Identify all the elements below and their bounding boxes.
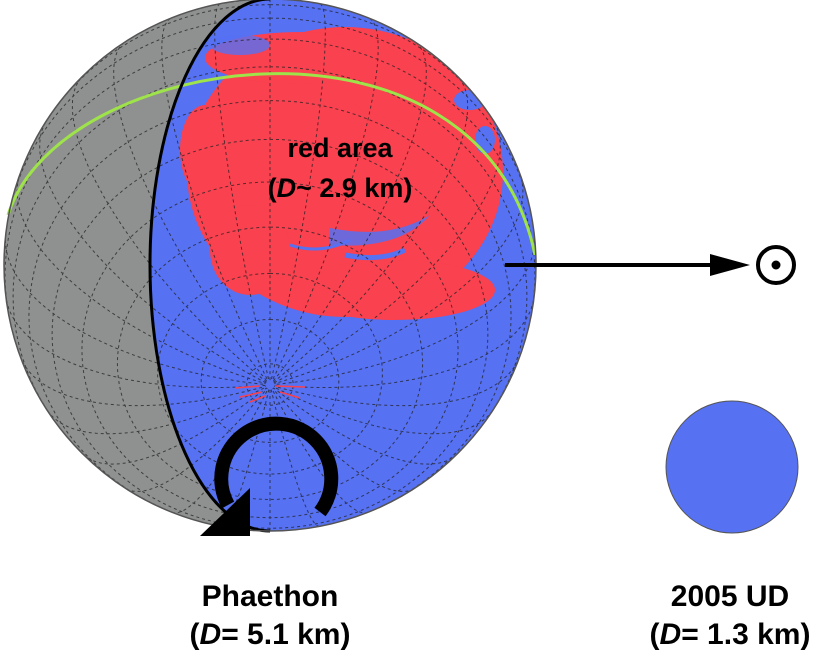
grid-line	[274, 233, 535, 385]
grid-line	[171, 388, 269, 514]
phaethon-label: Phaethon (D= 5.1 km)	[140, 578, 400, 654]
grid-line	[82, 387, 267, 465]
terminator-boundary	[148, 0, 271, 533]
grid-line	[270, 388, 320, 527]
grid-line	[125, 387, 268, 492]
ud2005-name: 2005 UD	[670, 580, 790, 613]
red-area-label: red area (D~ 2.9 km)	[230, 128, 450, 208]
grid-line	[273, 77, 469, 383]
grid-line	[272, 387, 415, 492]
ud2005-diameter: (D= 1.3 km)	[649, 618, 811, 651]
sun-symbol-icon	[756, 245, 796, 285]
grid-line	[19, 356, 266, 407]
grid-line	[5, 233, 266, 385]
grid-line	[270, 3, 326, 382]
grid-line	[274, 300, 534, 388]
grid-line	[4, 38, 536, 313]
grid-line	[16, 177, 266, 385]
globe-night-side	[4, 0, 270, 531]
grid-line	[6, 300, 266, 388]
phaethon-name: Phaethon	[201, 580, 339, 613]
grid-line	[161, 18, 269, 382]
terminator-green-line	[6, 72, 537, 256]
grid-line	[273, 387, 458, 465]
grid-line	[54, 4, 486, 110]
grid-line	[271, 18, 379, 382]
grid-line	[214, 3, 270, 382]
sun-direction-arrow-icon	[505, 254, 750, 276]
red-area-name: red area	[287, 133, 393, 163]
rotation-arrow-icon	[200, 416, 339, 536]
grid-line	[273, 122, 501, 384]
ud2005-label: 2005 UD (D= 1.3 km)	[615, 578, 831, 654]
grid-line	[39, 122, 267, 384]
grid-line	[274, 356, 521, 407]
red-area-diameter: (D~ 2.9 km)	[267, 173, 413, 203]
pole-red-streaks	[234, 385, 306, 403]
grid-line	[116, 226, 424, 501]
ud2005-body	[665, 400, 799, 534]
grid-line	[200, 319, 340, 443]
grid-line	[28, 100, 512, 513]
grid-line	[71, 77, 267, 383]
phaethon-diameter: (D= 5.1 km)	[189, 618, 351, 651]
phaethon-globe	[3, 0, 537, 536]
grid-line	[10, 17, 530, 206]
grid-line	[274, 177, 524, 385]
